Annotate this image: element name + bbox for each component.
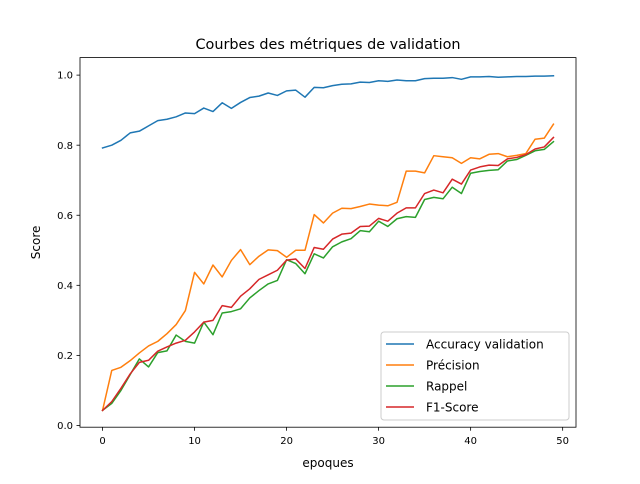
- x-axis-label: epoques: [302, 456, 353, 470]
- x-tick-label: 10: [188, 436, 201, 447]
- series-line-pr-cision: [101, 123, 555, 412]
- series-line-f1-score: [101, 136, 555, 412]
- legend-label: Accuracy validation: [426, 338, 544, 352]
- y-tick-label: 0.4: [57, 281, 73, 292]
- series-line-rappel: [101, 140, 555, 412]
- x-tick-label: 50: [556, 436, 569, 447]
- legend-label: Précision: [426, 359, 480, 373]
- y-tick-label: 0.0: [57, 421, 73, 432]
- y-ticks: 0.0 0.2 0.4 0.6 0.8 1.0: [57, 71, 80, 432]
- legend: Accuracy validation Précision Rappel F1-Sco…: [380, 331, 570, 421]
- plot-frame: [79, 57, 577, 428]
- x-ticks: 0 10 20 30 40 50: [99, 427, 569, 447]
- legend-label: Rappel: [426, 380, 467, 394]
- y-tick-label: 0.8: [57, 141, 73, 152]
- y-tick-label: 0.6: [57, 211, 73, 222]
- chart-title: Courbes des métriques de validation: [195, 37, 460, 53]
- series-layer: [101, 75, 555, 412]
- x-tick-label: 0: [99, 436, 105, 447]
- y-tick-label: 0.2: [57, 351, 73, 362]
- x-tick-label: 30: [372, 436, 385, 447]
- y-axis-label: Score: [29, 226, 43, 260]
- legend-label: F1-Score: [426, 401, 478, 415]
- legend-box: [380, 331, 570, 421]
- y-tick-label: 1.0: [57, 71, 73, 82]
- series-line-accuracy-validation: [101, 75, 555, 149]
- x-tick-label: 40: [464, 436, 477, 447]
- x-tick-label: 20: [280, 436, 293, 447]
